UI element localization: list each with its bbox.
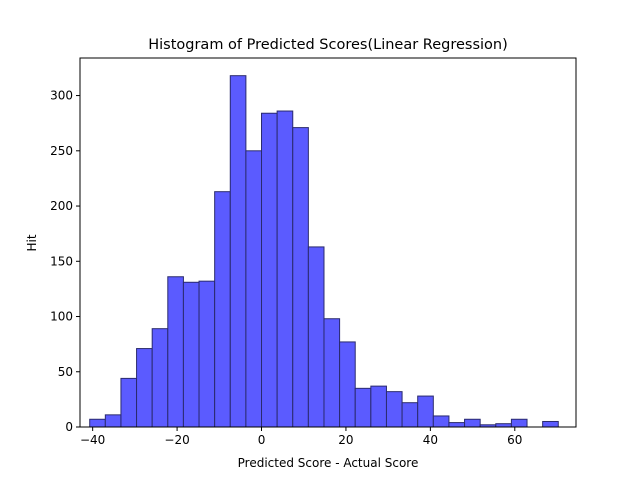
histogram-bar-13 — [292, 127, 309, 428]
y-tick-label: 100 — [50, 310, 73, 324]
histogram-bar-2 — [120, 377, 138, 428]
x-axis-ticks: −40 −20 0 20 40 60 — [80, 427, 522, 447]
x-tick-label: 40 — [423, 433, 438, 447]
x-axis-label: Predicted Score - Actual Score — [238, 456, 419, 470]
x-tick-label: −20 — [164, 433, 189, 447]
histogram-bar-20 — [401, 402, 419, 428]
histogram-bar-6 — [182, 281, 200, 428]
y-axis-label: Hit — [25, 234, 39, 251]
histogram-bar-4 — [151, 328, 169, 428]
x-tick-label: 60 — [507, 433, 522, 447]
chart-title: Histogram of Predicted Scores(Linear Reg… — [148, 37, 508, 53]
x-tick-label: 20 — [338, 433, 353, 447]
x-tick-label: 0 — [258, 433, 266, 447]
histogram-bar-15 — [323, 318, 341, 428]
histogram-bar-12 — [276, 110, 294, 428]
histogram-bar-1 — [104, 414, 122, 428]
histogram-bar-19 — [385, 391, 403, 428]
histogram-bar-14 — [307, 246, 325, 428]
x-tick-label: −40 — [80, 433, 105, 447]
y-tick-label: 200 — [50, 199, 73, 213]
histogram-bar-24 — [464, 418, 481, 428]
histogram-bar-5 — [167, 276, 184, 428]
histogram-bar-3 — [136, 348, 153, 428]
histogram-bar-18 — [370, 385, 387, 428]
y-tick-label: 50 — [58, 365, 73, 379]
histogram-bar-17 — [354, 387, 372, 428]
y-tick-label: 0 — [65, 420, 73, 434]
histogram-bar-7 — [198, 280, 216, 428]
histogram-bar-21 — [417, 395, 434, 428]
histogram-bar-9 — [229, 75, 247, 428]
histogram-bar-27 — [510, 418, 528, 428]
histogram-bar-10 — [245, 150, 263, 428]
histogram-bar-29 — [542, 420, 559, 428]
y-tick-label: 300 — [50, 89, 73, 103]
histogram-bar-0 — [89, 418, 106, 428]
bars-group — [89, 75, 559, 428]
histogram-bar-8 — [214, 191, 231, 428]
histogram-bar-16 — [339, 341, 356, 428]
y-axis-ticks: 0 50 100 150 200 250 300 — [50, 89, 80, 434]
histogram-bar-23 — [448, 422, 466, 428]
histogram-bar-22 — [432, 415, 450, 428]
plot-frame — [79, 57, 577, 428]
histogram-bar-11 — [261, 112, 278, 428]
y-tick-label: 150 — [50, 254, 73, 268]
y-tick-label: 250 — [50, 144, 73, 158]
